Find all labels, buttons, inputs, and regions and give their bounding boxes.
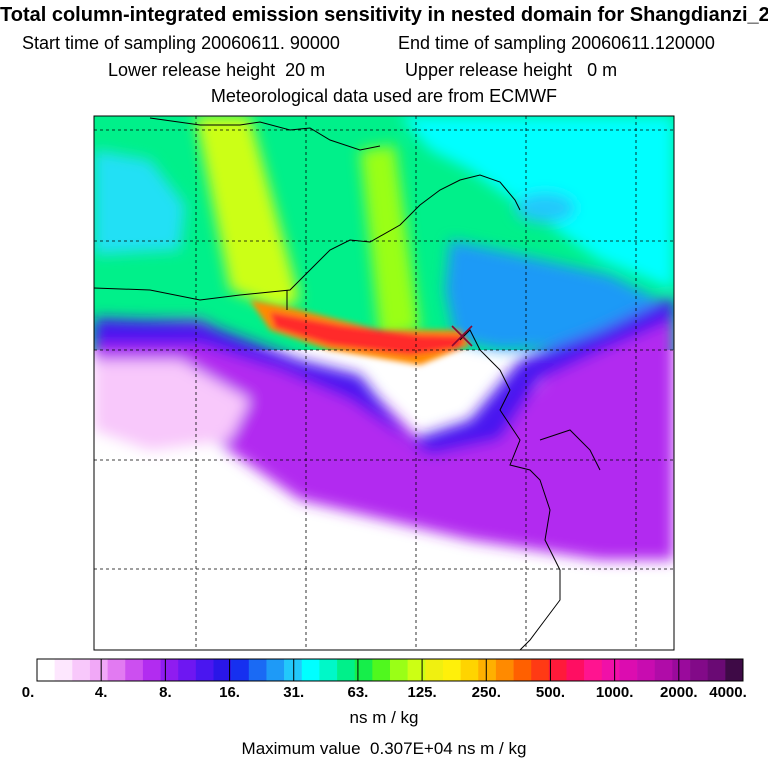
field-eddy <box>515 193 575 223</box>
colorbar-swatch <box>390 659 408 681</box>
legend-tick-label: 1000. <box>595 684 634 701</box>
legend-tick-label: 4. <box>94 684 108 701</box>
colorbar-swatch <box>195 659 214 681</box>
max-value-label: Maximum value <box>241 739 361 758</box>
max-value-unit: ns m / kg <box>457 739 527 758</box>
start-time-line: Start time of sampling 20060611. 90000 <box>22 33 340 54</box>
colorbar-swatch <box>654 659 673 681</box>
legend-tick-label: 125. <box>407 684 437 701</box>
legend-tick-label: 0. <box>21 684 35 701</box>
colorbar-swatch <box>460 659 479 681</box>
colorbar-swatch <box>160 659 179 681</box>
start-time-value: 20060611. 90000 <box>201 33 340 53</box>
colorbar-swatch <box>372 659 391 681</box>
field-yellow-band <box>195 116 300 310</box>
colorbar-swatch <box>707 659 726 681</box>
colorbar-swatch <box>548 659 567 681</box>
colorbar-swatch <box>725 659 744 681</box>
colorbar-swatch <box>619 659 638 681</box>
upper-height-line: Upper release height 0 m <box>405 60 617 81</box>
legend-tick-label: 2000. <box>660 684 698 701</box>
colorbar-swatch <box>354 659 373 681</box>
legend-tick-label: 8. <box>159 684 172 701</box>
colorbar-swatch <box>142 659 161 681</box>
upper-height-value: 0 m <box>587 60 618 80</box>
legend-tick-label: 250. <box>471 684 501 701</box>
colorbar-swatch <box>213 659 232 681</box>
lower-height-line: Lower release height 20 m <box>108 60 325 81</box>
colorbar-swatch <box>407 659 426 681</box>
start-time-label: Start time of sampling <box>22 33 197 53</box>
map-frame <box>93 115 675 651</box>
colorbar-swatch <box>301 659 320 681</box>
colorbar-swatch <box>284 659 303 681</box>
colorbar-swatch <box>584 659 603 681</box>
legend-unit: ns m / kg <box>349 708 419 727</box>
receptor-cross-icon <box>451 325 473 347</box>
met-data-line: Meteorological data used are from ECMWF <box>210 86 558 106</box>
legend-colorbar <box>36 658 744 682</box>
colorbar-swatch <box>319 659 338 681</box>
field-blue-front <box>94 295 674 455</box>
colorbar-swatch <box>601 659 620 681</box>
colorbar-swatch <box>513 659 532 681</box>
colorbar-swatch <box>89 659 108 681</box>
colorbar-swatch <box>531 659 550 681</box>
max-value-number: 0.307E+04 <box>370 739 453 758</box>
colorbar-swatch <box>178 659 197 681</box>
colorbar-swatch <box>495 659 514 681</box>
colorbar-swatch <box>672 659 691 681</box>
colorbar-swatch <box>266 659 285 681</box>
end-time-label: End time of sampling <box>398 33 567 53</box>
lower-height-label: Lower release height <box>108 60 276 80</box>
map-field <box>94 116 674 650</box>
upper-height-label: Upper release height <box>405 60 573 80</box>
colorbar-swatch <box>425 659 444 681</box>
colorbar-swatch <box>231 659 250 681</box>
legend-tick-label: 4000. <box>709 684 747 701</box>
colorbar-swatch <box>690 659 708 681</box>
colorbar-frame <box>36 658 744 682</box>
maximum-value-line: Maximum value 0.307E+04 ns m / kg <box>0 739 768 759</box>
colorbar-swatch <box>54 659 73 681</box>
field-purple-band <box>94 300 674 560</box>
colorbar-swatch <box>337 659 355 681</box>
legend-tick-label: 500. <box>535 684 566 701</box>
page-title: Total column-integrated emission sensiti… <box>0 4 768 26</box>
colorbar-swatch <box>125 659 144 681</box>
lat-lon-grid <box>94 116 674 650</box>
colorbar-swatch <box>72 659 91 681</box>
colorbar-swatch <box>37 659 55 681</box>
colorbar-swatch <box>248 659 267 681</box>
colorbar-swatch <box>637 659 656 681</box>
field-yellow-tongue <box>360 145 420 340</box>
field-west-cyan <box>94 150 185 255</box>
colorbar-swatch <box>107 659 126 681</box>
legend-tick-label: 31. <box>283 684 305 701</box>
legend-tick-label: 16. <box>219 684 240 701</box>
lower-height-value: 20 m <box>285 60 326 80</box>
field-east-blue <box>445 240 660 350</box>
end-time-line: End time of sampling 20060611.120000 <box>398 33 715 54</box>
end-time-value: 20060611.120000 <box>571 33 715 53</box>
colorbar-swatch <box>478 659 497 681</box>
colorbar-swatch <box>442 659 461 681</box>
coastlines <box>94 117 601 650</box>
legend-tick-label: 63. <box>347 684 369 701</box>
colorbar-swatch <box>566 659 585 681</box>
field-pink-west <box>94 360 250 450</box>
